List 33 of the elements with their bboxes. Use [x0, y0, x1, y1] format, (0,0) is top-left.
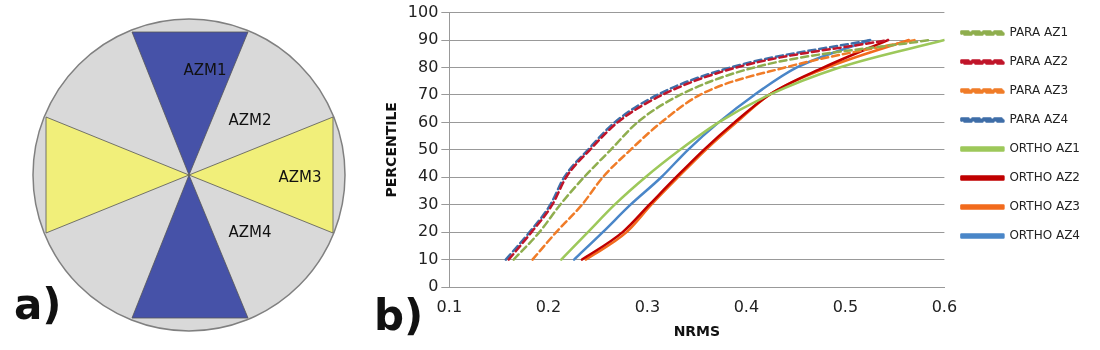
x-tick-label: 0.4 [733, 296, 760, 316]
legend-label: ORTHO AZ3 [1009, 199, 1081, 214]
legend-label: ORTHO AZ2 [1009, 170, 1081, 185]
legend-label: PARA AZ3 [1009, 83, 1069, 98]
x-tick-label: 0.5 [832, 296, 859, 316]
y-tick-label: 60 [417, 111, 439, 131]
y-tick-label: 90 [417, 29, 439, 49]
text: AZM1 [183, 61, 227, 79]
x-tick-label: 0.1 [436, 296, 463, 316]
y-tick-label: 80 [417, 56, 439, 76]
y-tick-label: 30 [417, 193, 439, 213]
y-tick-label: 10 [417, 248, 439, 268]
y-tick-label: 50 [417, 138, 439, 158]
x-tick-label: 0.6 [931, 296, 958, 316]
x-tick-label: 0.3 [634, 296, 661, 316]
legend-label: ORTHO AZ1 [1009, 141, 1081, 156]
legend-label: PARA AZ2 [1009, 54, 1069, 69]
text: AZM4 [228, 223, 272, 241]
legend-label: PARA AZ1 [1009, 25, 1069, 40]
legend-label: PARA AZ4 [1009, 112, 1069, 127]
y-tick-label: 40 [417, 166, 439, 186]
text: AZM2 [228, 111, 272, 129]
x-axis-title: NRMS [673, 323, 721, 340]
x-tick-label: 0.2 [535, 296, 562, 316]
y-tick-label: 0 [428, 276, 439, 296]
text: a) [14, 280, 62, 329]
legend-label: ORTHO AZ4 [1009, 228, 1081, 243]
text: AZM3 [278, 168, 322, 186]
text: b) [374, 290, 424, 340]
y-tick-label: 100 [407, 1, 439, 21]
y-axis-title: PERCENTILE [383, 102, 400, 198]
y-tick-label: 70 [417, 84, 439, 104]
y-tick-label: 20 [417, 221, 439, 241]
